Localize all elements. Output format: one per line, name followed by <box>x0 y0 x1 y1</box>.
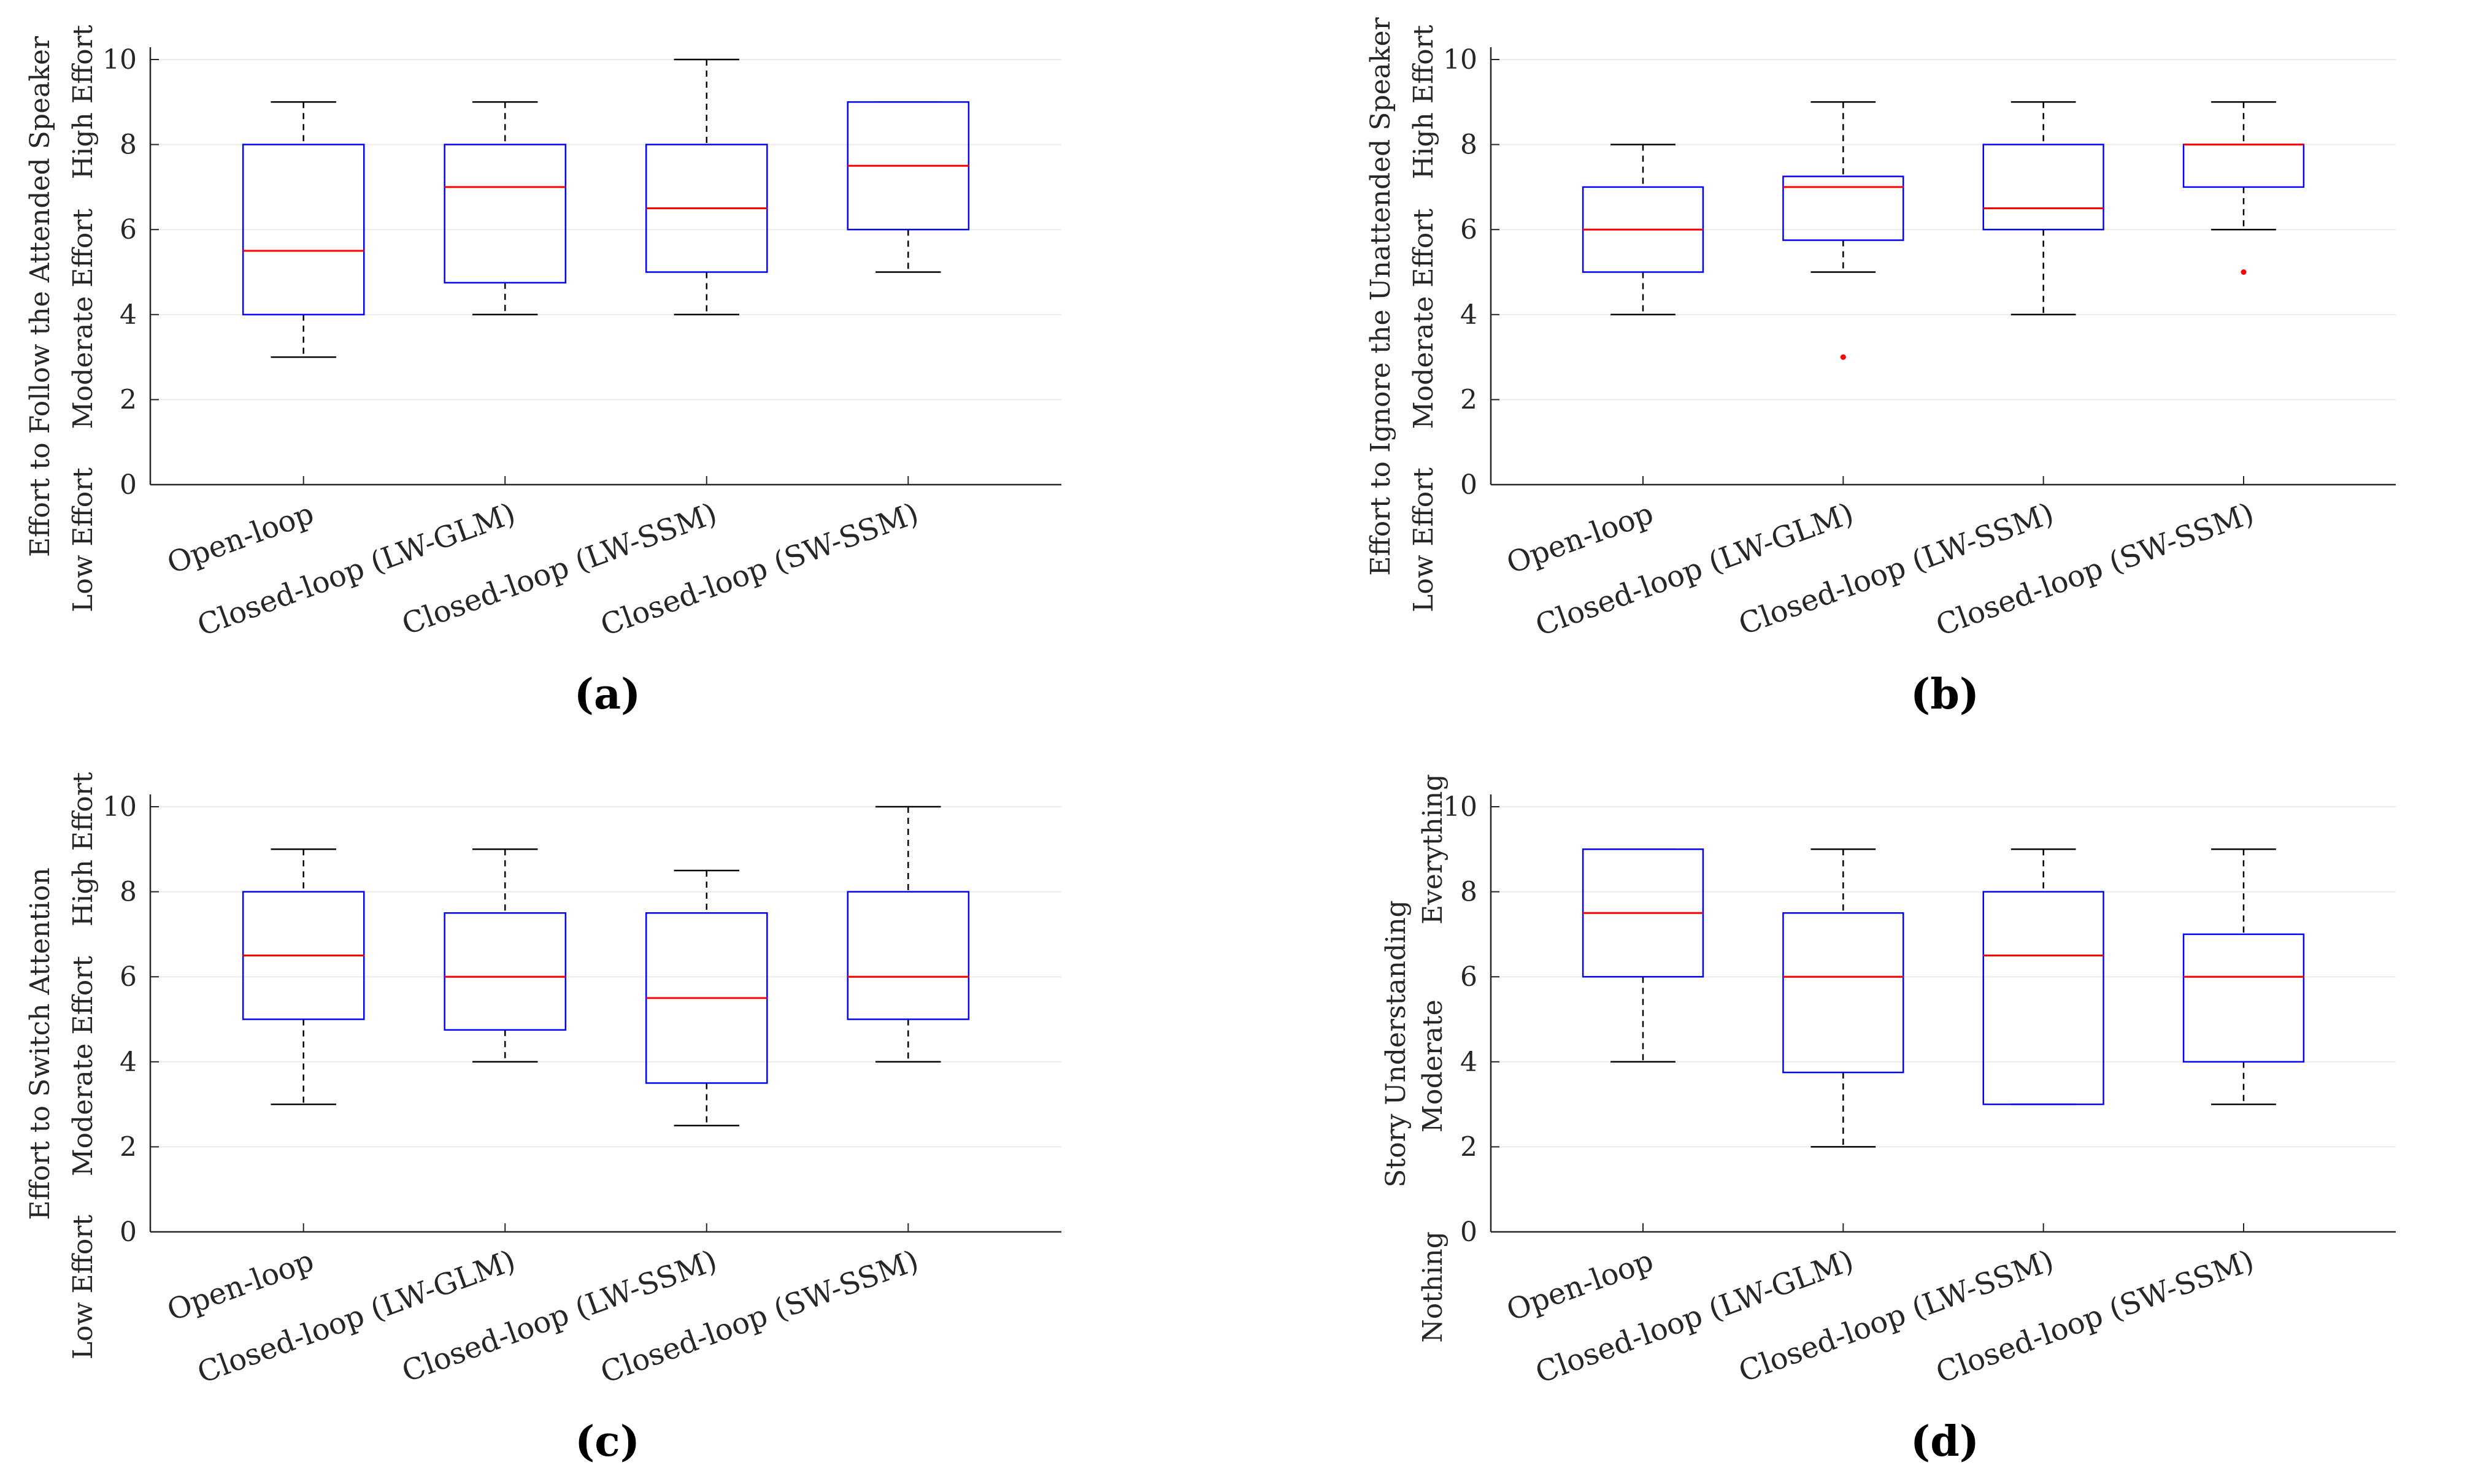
box-iqr <box>242 144 365 316</box>
box-group: Closed-loop (SW-SSM) <box>1931 848 2305 1391</box>
y-tick-label: 8 <box>120 877 137 908</box>
y-label-high: High Effort <box>67 25 99 179</box>
box-group: Closed-loop (LW-SSM) <box>398 869 768 1390</box>
x-category-label: Closed-loop (LW-SSM) <box>1734 1244 2058 1390</box>
box-iqr <box>1982 891 2104 1105</box>
box-group: Closed-loop (LW-SSM) <box>398 58 768 642</box>
y-tick-label: 10 <box>1443 791 1477 823</box>
panel-d: 0 2 4 6 8 10 Story Understanding Nothing Moderat… <box>1380 774 2396 1466</box>
y-tick-label: 0 <box>120 1217 137 1248</box>
box-iqr <box>1782 175 1904 241</box>
y-tick-label: 6 <box>120 961 137 993</box>
outlier-point <box>1840 354 1846 360</box>
y-label-low: Low Effort <box>1408 467 1439 612</box>
panel-caption: (d) <box>1910 1417 1979 1466</box>
box-group: Open-loop <box>163 848 365 1328</box>
y-tick-label: 0 <box>1460 469 1477 501</box>
box-group: Closed-loop (SW-SSM) <box>1931 101 2305 644</box>
y-tick-label: 0 <box>120 469 137 501</box>
x-category-label: Closed-loop (LW-GLM) <box>1531 496 1858 644</box>
y-label-high: High Effort <box>1408 25 1439 179</box>
y-label-low: Low Effort <box>67 1215 99 1359</box>
y-axis-title: Story Understanding <box>1380 900 1412 1187</box>
y-tick-label: 4 <box>1460 1047 1477 1078</box>
box-iqr <box>2182 933 2305 1063</box>
y-axis-title: Effort to Ignore the Unattended Speaker <box>1365 17 1396 575</box>
box-group: Open-loop <box>1502 144 1704 581</box>
y-tick-label: 6 <box>1460 961 1477 993</box>
box-iqr <box>1782 912 1904 1074</box>
panel-a: 0 2 4 6 8 10 Effort to Follow the Attended Spe… <box>25 25 1061 719</box>
x-category-label: Closed-loop (SW-SSM) <box>596 1244 923 1391</box>
y-label-moderate: Moderate <box>1417 999 1449 1132</box>
y-tick-label: 4 <box>120 299 137 331</box>
y-tick-label: 4 <box>120 1047 137 1078</box>
x-category-label: Open-loop <box>163 496 318 581</box>
box-group: Closed-loop (LW-SSM) <box>1734 101 2104 642</box>
y-tick-label: 2 <box>1460 1131 1477 1163</box>
y-axis-title: Effort to Switch Attention <box>25 867 56 1220</box>
y-tick-label: 10 <box>1443 44 1477 75</box>
y-tick-label: 6 <box>1460 214 1477 245</box>
box-group: Open-loop <box>163 101 365 581</box>
x-category-label: Closed-loop (SW-SSM) <box>1931 496 2258 644</box>
x-category-label: Closed-loop (SW-SSM) <box>596 496 923 644</box>
y-label-high: Everything <box>1417 774 1449 925</box>
x-category-label: Closed-loop (LW-SSM) <box>398 1244 721 1390</box>
x-category-label: Closed-loop (LW-GLM) <box>193 496 520 644</box>
panel-caption: (a) <box>574 670 641 719</box>
y-tick-label: 4 <box>1460 299 1477 331</box>
y-tick-label: 8 <box>1460 129 1477 161</box>
box-group: Closed-loop (LW-GLM) <box>1531 101 1904 644</box>
x-category-label: Closed-loop (LW-GLM) <box>193 1244 520 1391</box>
panel-caption: (b) <box>1910 670 1979 719</box>
box-iqr <box>444 912 567 1031</box>
box-group: Open-loop <box>1502 848 1704 1328</box>
y-axis-title: Effort to Follow the Attended Speaker <box>25 36 56 557</box>
x-category-label: Open-loop <box>1502 496 1658 581</box>
box-group: Closed-loop (LW-SSM) <box>1734 848 2104 1390</box>
y-tick-label: 10 <box>102 44 137 75</box>
x-category-label: Closed-loop (LW-SSM) <box>398 496 721 642</box>
y-tick-label: 2 <box>120 384 137 415</box>
panel-caption: (c) <box>575 1417 640 1466</box>
outlier-point <box>2241 269 2247 275</box>
panel-b: 0 2 4 6 8 10 Effort to Ignore the Unattended S… <box>1365 17 2396 719</box>
box-group: Closed-loop (LW-GLM) <box>1531 848 1904 1391</box>
box-group: Closed-loop (SW-SSM) <box>596 101 970 644</box>
y-label-low: Nothing <box>1417 1231 1449 1343</box>
x-category-label: Closed-loop (LW-SSM) <box>1734 496 2058 642</box>
x-category-label: Open-loop <box>163 1244 318 1328</box>
y-tick-label: 8 <box>120 129 137 161</box>
y-label-moderate: Moderate Effort <box>1408 209 1439 429</box>
y-tick-label: 2 <box>120 1131 137 1163</box>
y-label-moderate: Moderate Effort <box>67 956 99 1177</box>
box-group: Closed-loop (LW-GLM) <box>193 101 567 644</box>
x-category-label: Open-loop <box>1502 1244 1658 1328</box>
box-group: Closed-loop (LW-GLM) <box>193 848 567 1391</box>
panel-c: 0 2 4 6 8 10 Effort to Switch Attention Low Eff… <box>25 772 1061 1466</box>
box-iqr <box>1982 144 2104 231</box>
y-tick-label: 10 <box>102 791 137 823</box>
y-tick-label: 2 <box>1460 384 1477 415</box>
y-tick-label: 8 <box>1460 877 1477 908</box>
y-tick-label: 6 <box>120 214 137 245</box>
x-category-label: Closed-loop (SW-SSM) <box>1931 1244 2258 1391</box>
x-category-label: Closed-loop (LW-GLM) <box>1531 1244 1858 1391</box>
box-group: Closed-loop (SW-SSM) <box>596 805 970 1391</box>
y-tick-label: 0 <box>1460 1217 1477 1248</box>
y-label-moderate: Moderate Effort <box>67 209 99 429</box>
box-iqr <box>847 891 970 1020</box>
y-label-low: Low Effort <box>67 467 99 612</box>
box-iqr <box>2182 144 2305 188</box>
y-label-high: High Effort <box>67 772 99 926</box>
box-iqr <box>444 144 567 284</box>
